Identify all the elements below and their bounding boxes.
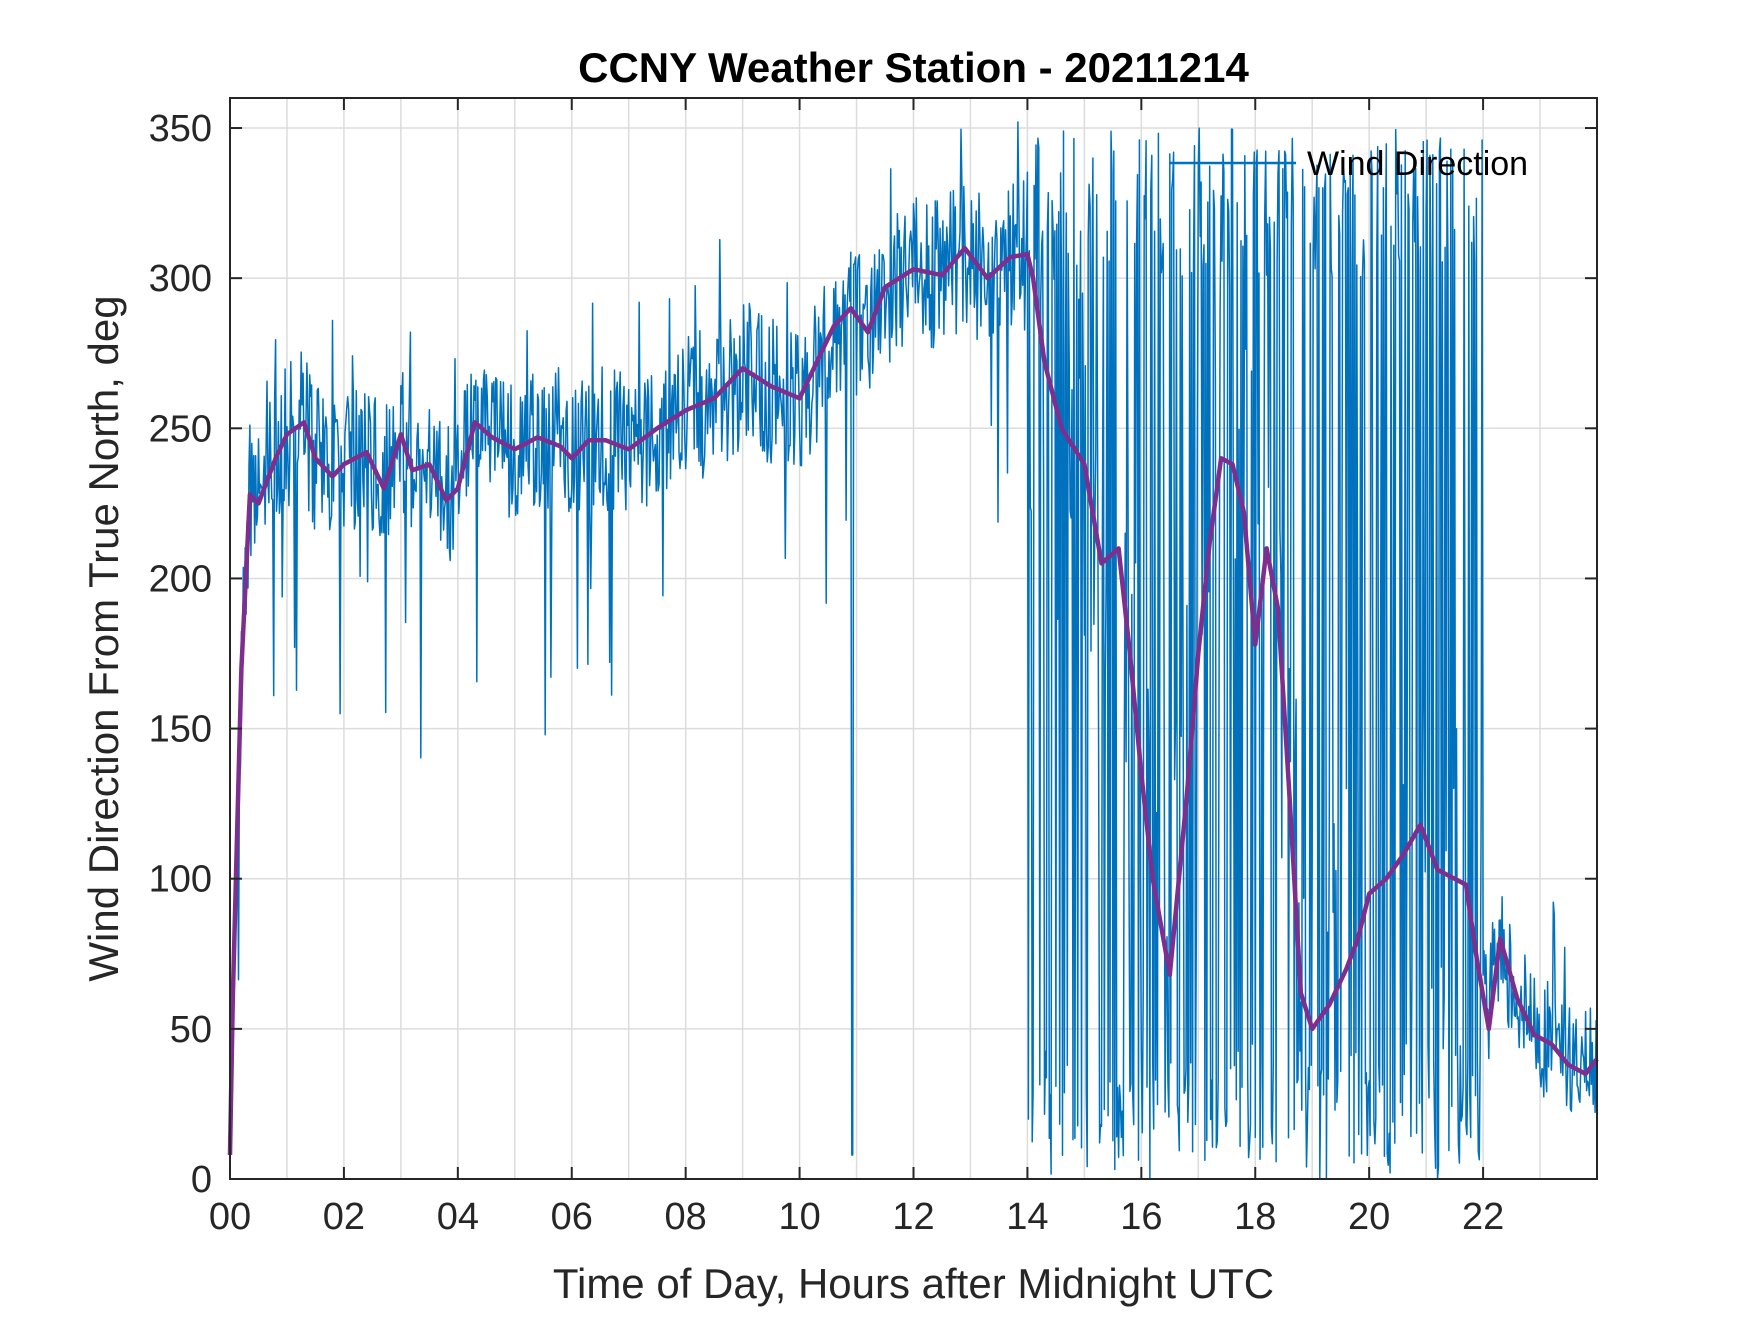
series-line-wind-direction	[229, 121, 1598, 1180]
y-tick-label: 200	[149, 558, 212, 600]
y-tick-label: 250	[149, 408, 212, 450]
legend-entry-wind-direction: Wind Direction	[1307, 145, 1528, 183]
x-tick-label: 10	[778, 1196, 820, 1238]
y-tick-label: 350	[149, 108, 212, 150]
legend: Wind Direction	[1170, 145, 1528, 183]
x-tick-label: 04	[437, 1196, 479, 1238]
chart-title: CCNY Weather Station - 20211214	[578, 44, 1249, 91]
series-layer	[227, 121, 1599, 1180]
axes-layer	[229, 97, 1598, 1180]
series-line-running-average	[227, 245, 1599, 1156]
y-axis-label: Wind Direction From True North, deg	[80, 295, 127, 981]
x-tick-label: 22	[1462, 1196, 1504, 1238]
y-tick-label: 0	[191, 1159, 212, 1201]
x-tick-label: 18	[1234, 1196, 1276, 1238]
x-tick-label: 00	[209, 1196, 251, 1238]
x-tick-label: 06	[551, 1196, 593, 1238]
y-tick-label: 150	[149, 709, 212, 751]
x-axis-label: Time of Day, Hours after Midnight UTC	[553, 1260, 1274, 1307]
x-tick-label: 20	[1348, 1196, 1390, 1238]
x-tick-label: 12	[892, 1196, 934, 1238]
y-tick-label: 100	[149, 859, 212, 901]
y-tick-label: 300	[149, 258, 212, 300]
x-tick-label: 14	[1006, 1196, 1048, 1238]
tick-labels: 00 02 04 06 08 10 12 14 16 18 20 22 0 50 100 150 200 250 3…	[149, 108, 1505, 1238]
x-tick-label: 08	[665, 1196, 707, 1238]
x-tick-label: 16	[1120, 1196, 1162, 1238]
y-tick-label: 50	[170, 1009, 212, 1051]
x-tick-label: 02	[323, 1196, 365, 1238]
